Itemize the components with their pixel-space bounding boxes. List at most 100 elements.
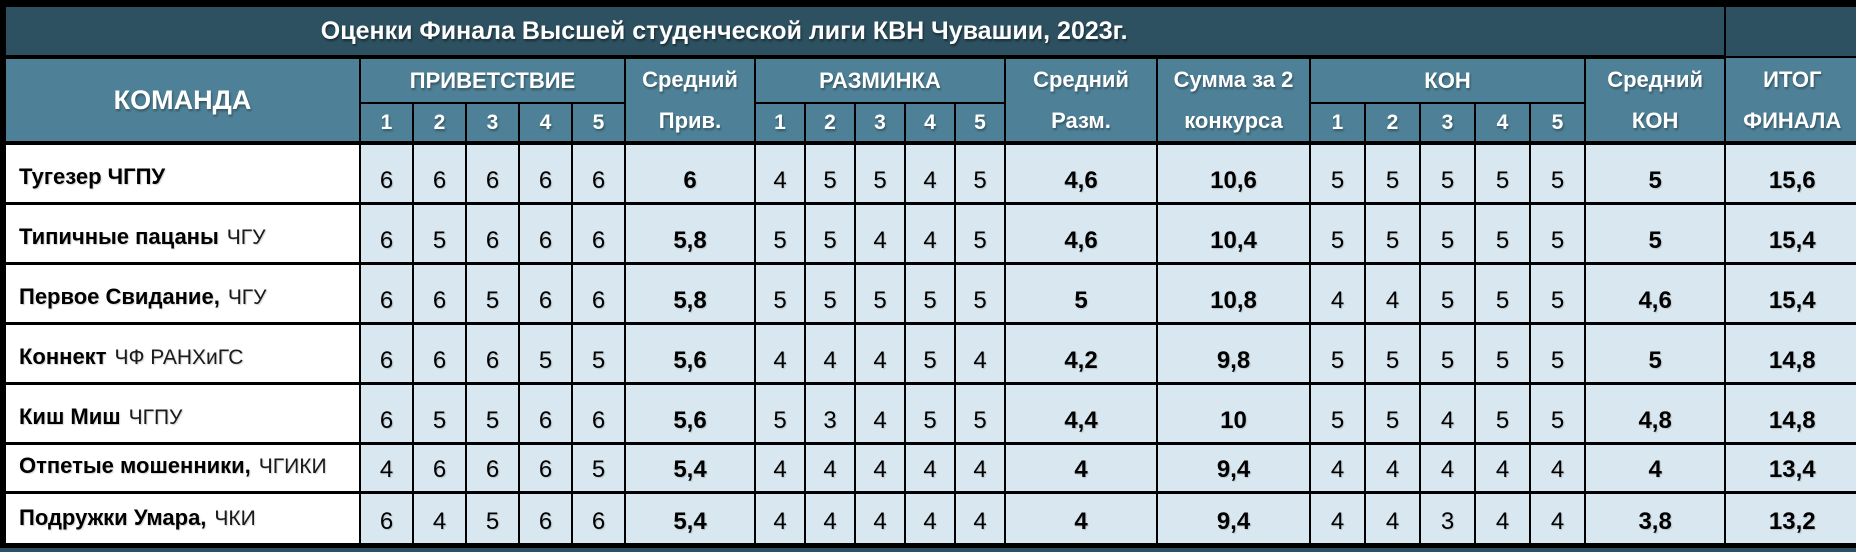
kon-judge-4: 4 xyxy=(1474,102,1531,145)
team-name: Коннект xyxy=(19,343,107,369)
warmup-score: 4 xyxy=(954,321,1006,385)
final-total: 14,8 xyxy=(1724,321,1856,385)
warmup-score: 4 xyxy=(954,441,1006,494)
greeting-score: 4 xyxy=(359,441,414,494)
col-header-sum-two-contests: Сумма за 2 конкурса xyxy=(1156,56,1311,145)
warmup-score: 4 xyxy=(804,490,856,547)
warmup-score: 5 xyxy=(804,201,856,265)
kon-score: 5 xyxy=(1364,201,1421,265)
warmup-score: 4 xyxy=(754,441,806,494)
team-university: ЧГУ xyxy=(227,285,267,309)
warmup-score: 4 xyxy=(954,490,1006,547)
warmup-score: 5 xyxy=(854,141,906,205)
kon-score: 5 xyxy=(1529,141,1586,205)
greeting-average: 5,4 xyxy=(624,490,756,547)
greeting-judge-4: 4 xyxy=(518,102,573,145)
warmup-average: 4 xyxy=(1004,490,1158,547)
greeting-score: 6 xyxy=(412,441,467,494)
greeting-judge-5: 5 xyxy=(571,102,626,145)
warmup-score: 4 xyxy=(754,141,806,205)
team-university: ЧГУ xyxy=(226,225,266,249)
title-row: Оценки Финала Высшей студенческой лиги К… xyxy=(1,2,1856,59)
greeting-score: 6 xyxy=(518,141,573,205)
warmup-score: 5 xyxy=(754,381,806,445)
kon-average: 5 xyxy=(1583,321,1727,385)
kon-average: 5 xyxy=(1583,201,1727,265)
sum-line1: Сумма за 2 xyxy=(1173,67,1294,92)
kon-score: 4 xyxy=(1309,441,1366,494)
kon-score: 5 xyxy=(1529,201,1586,265)
greeting-average: 5,4 xyxy=(624,441,756,494)
greeting-average: 5,8 xyxy=(624,201,756,265)
kon-score: 5 xyxy=(1474,321,1531,385)
warmup-average: 4,6 xyxy=(1004,141,1158,205)
team-name-cell: Киш Миш ЧГПУ xyxy=(2,381,361,445)
team-name-cell: Типичные пацаны ЧГУ xyxy=(2,201,361,265)
kon-judge-2: 2 xyxy=(1364,102,1421,145)
final-total: 13,4 xyxy=(1724,441,1856,494)
warmup-score: 5 xyxy=(854,261,906,325)
avg-warmup-line2: Разм. xyxy=(1051,108,1111,133)
warmup-score: 5 xyxy=(954,201,1006,265)
col-header-final-total: ИТОГ ФИНАЛА xyxy=(1724,56,1856,145)
col-header-avg-greeting: Средний Прив. xyxy=(624,56,756,145)
team-name-cell: Тугезер ЧГПУ xyxy=(2,141,361,205)
greeting-score: 6 xyxy=(518,261,573,325)
warmup-score: 4 xyxy=(754,321,806,385)
kon-score: 5 xyxy=(1529,381,1586,445)
team-university: ЧФ РАНХиГС xyxy=(114,345,244,369)
team-university: ЧГИКИ xyxy=(258,454,327,478)
warmup-judge-5: 5 xyxy=(954,102,1006,145)
col-header-greeting: ПРИВЕТСТВИЕ xyxy=(359,56,626,104)
team-university: ЧГПУ xyxy=(128,405,183,429)
sum-two-contests: 10,8 xyxy=(1156,261,1311,325)
kon-score: 5 xyxy=(1309,381,1366,445)
kon-average: 4,6 xyxy=(1583,261,1727,325)
team-name: Подружки Умара, xyxy=(19,504,207,530)
kon-score: 5 xyxy=(1529,261,1586,325)
greeting-score: 6 xyxy=(571,381,626,445)
avg-warmup-line1: Средний xyxy=(1033,67,1129,92)
warmup-score: 4 xyxy=(804,321,856,385)
team-name: Типичные пацаны xyxy=(19,223,219,249)
warmup-average: 4 xyxy=(1004,441,1158,494)
warmup-score: 5 xyxy=(954,261,1006,325)
kon-score: 4 xyxy=(1474,490,1531,547)
team-row: Тугезер ЧГПУ 6 6 6 6 6 6 4 5 5 4 5 4,6 1… xyxy=(2,141,1856,205)
col-header-kon: КОН xyxy=(1309,56,1586,104)
warmup-score: 4 xyxy=(904,201,956,265)
kon-average: 5 xyxy=(1583,141,1727,205)
warmup-score: 4 xyxy=(854,201,906,265)
warmup-score: 5 xyxy=(804,261,856,325)
team-name: Тугезер ЧГПУ xyxy=(19,163,166,189)
team-row: Типичные пацаны ЧГУ 6 5 6 6 6 5,8 5 5 4 4… xyxy=(2,201,1856,265)
greeting-average: 5,6 xyxy=(624,381,756,445)
greeting-score: 6 xyxy=(359,381,414,445)
team-name: Первое Свидание, xyxy=(19,283,220,309)
warmup-average: 5 xyxy=(1004,261,1158,325)
final-total: 15,6 xyxy=(1724,141,1856,205)
greeting-score: 6 xyxy=(518,201,573,265)
kon-judge-1: 1 xyxy=(1309,102,1366,145)
warmup-score: 5 xyxy=(954,141,1006,205)
greeting-score: 5 xyxy=(465,381,520,445)
greeting-score: 6 xyxy=(465,201,520,265)
header-group-row: КОМАНДА ПРИВЕТСТВИЕ Средний Прив. РАЗМИНК… xyxy=(2,56,1856,145)
greeting-score: 4 xyxy=(412,490,467,547)
kon-score: 4 xyxy=(1364,490,1421,547)
greeting-average: 6 xyxy=(624,141,756,205)
greeting-judge-1: 1 xyxy=(359,102,414,145)
team-row: Коннект ЧФ РАНХиГС 6 6 6 5 5 5,6 4 4 4 5 … xyxy=(2,321,1856,385)
warmup-score: 5 xyxy=(754,261,806,325)
team-name-cell: Первое Свидание, ЧГУ xyxy=(2,261,361,325)
warmup-score: 4 xyxy=(854,321,906,385)
sum-two-contests: 10 xyxy=(1156,381,1311,445)
kon-score: 5 xyxy=(1364,141,1421,205)
greeting-score: 6 xyxy=(571,490,626,547)
final-total: 15,4 xyxy=(1724,261,1856,325)
col-header-avg-warmup: Средний Разм. xyxy=(1004,56,1158,145)
greeting-score: 5 xyxy=(571,441,626,494)
kon-score: 5 xyxy=(1364,381,1421,445)
